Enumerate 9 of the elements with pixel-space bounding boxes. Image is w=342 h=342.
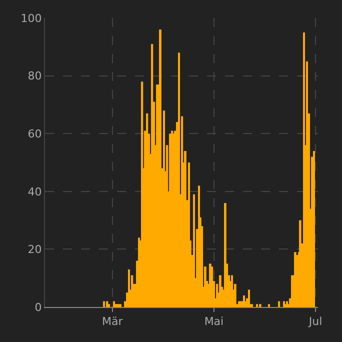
y-tick-label: 20 — [28, 243, 42, 256]
x-tick-label: Mai — [204, 315, 224, 328]
y-tick-label: 0 — [34, 300, 42, 314]
x-tick-label: Jul — [308, 315, 322, 328]
y-tick-label: 40 — [28, 185, 42, 198]
y-tick-label: 80 — [28, 70, 42, 83]
y-tick-label: 100 — [20, 12, 42, 25]
y-tick-label: 60 — [28, 127, 42, 140]
x-tick-label: Mär — [102, 315, 124, 328]
